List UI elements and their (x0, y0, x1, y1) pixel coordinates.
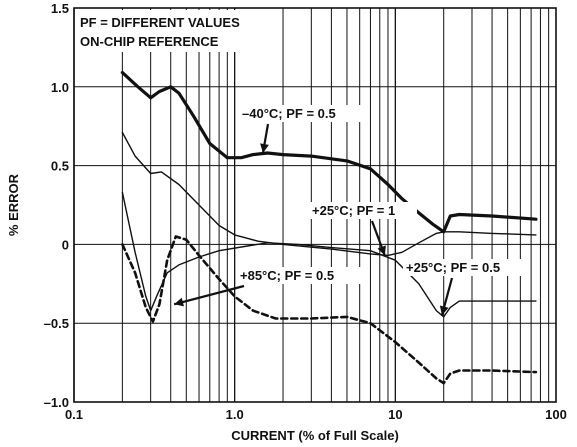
annotation-arrowhead-2 (174, 297, 184, 307)
annotation-label-2: +85°C; PF = 0.5 (240, 268, 334, 283)
y-tick-label: –1.0 (44, 395, 69, 410)
y-axis-title: % ERROR (6, 173, 21, 236)
x-tick-label: 100 (545, 407, 567, 422)
y-tick-label: –0.5 (44, 316, 69, 331)
annotation-3: +25°C; PF = 0.5 (403, 259, 527, 316)
annotation-arrowhead-1 (377, 245, 386, 256)
annotation-0: –40°C; PF = 0.5 (239, 105, 367, 154)
x-tick-label: 1.0 (226, 407, 244, 422)
annotation-1: +25°C; PF = 1 (309, 202, 417, 256)
series-lines (120, 71, 538, 385)
annotations: –40°C; PF = 0.5 +25°C; PF = 1 +85°C; PF = … (173, 105, 527, 316)
y-tick-label: 1.5 (51, 1, 69, 16)
y-tick-label: 0.5 (51, 159, 69, 174)
annotation-arrow-2 (173, 284, 245, 306)
plot-frame (73, 7, 557, 403)
annotation-arrowhead-3 (439, 305, 449, 316)
series-line-3 (121, 235, 538, 385)
tick-labels: 1.5 1.0 0.5 0 –0.5 –1.00.1 1.0 10 100 (44, 1, 567, 422)
x-tick-label: 10 (388, 407, 402, 422)
x-tick-label: 0.1 (65, 407, 83, 422)
legend-box: PF = DIFFERENT VALUES ON-CHIP REFERENCE (76, 10, 252, 52)
y-tick-label: 1.0 (51, 80, 69, 95)
series-line-1 (121, 131, 537, 257)
annotation-arrowhead-0 (260, 143, 269, 153)
legend-line-2: ON-CHIP REFERENCE (80, 34, 219, 49)
x-axis-title: CURRENT (% of Full Scale) (231, 428, 399, 443)
annotation-label-0: –40°C; PF = 0.5 (242, 106, 336, 121)
series-line-2 (121, 191, 537, 318)
annotation-2: +85°C; PF = 0.5 (173, 267, 365, 307)
y-tick-label: 0 (62, 237, 69, 252)
annotation-label-3: +25°C; PF = 0.5 (406, 260, 500, 275)
annotation-label-1: +25°C; PF = 1 (312, 203, 395, 218)
legend-line-1: PF = DIFFERENT VALUES (80, 15, 240, 30)
